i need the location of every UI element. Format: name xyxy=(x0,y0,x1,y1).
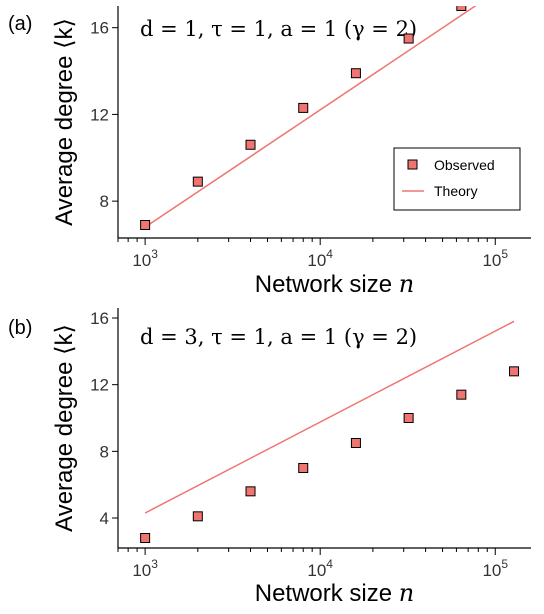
annotation: d = 1, τ = 1, a = 1 (γ = 2) xyxy=(140,17,417,41)
panel-b: 4 8 12 16 103 104 105 Network size n Average deg… xyxy=(8,308,531,607)
observed-point xyxy=(350,68,361,79)
y-axis-title: Average degree ⟨k⟩ xyxy=(51,18,78,226)
observed-point xyxy=(140,533,151,543)
y-axis-title: Average degree ⟨k⟩ xyxy=(51,324,78,532)
x-axis-title: Network size n xyxy=(255,270,415,298)
legend-label-theory: Theory xyxy=(434,183,478,199)
annotation: d = 3, τ = 1, a = 1 (γ = 2) xyxy=(140,325,417,349)
y-tick-label: 8 xyxy=(100,192,109,211)
panel-label: (a) xyxy=(8,13,32,35)
x-tick-label: 103 xyxy=(132,247,158,270)
legend-marker-observed xyxy=(407,159,418,170)
observed-point xyxy=(298,102,309,113)
observed-point xyxy=(456,6,467,11)
x-axis-title: Network size n xyxy=(255,579,415,607)
plot-area xyxy=(140,320,520,543)
y-tick-label: 12 xyxy=(90,105,109,124)
x-tick-label: 104 xyxy=(307,557,333,580)
y-tick-label: 12 xyxy=(90,376,109,395)
y-tick-label: 8 xyxy=(100,442,109,461)
x-tick-label: 103 xyxy=(132,557,158,580)
observed-point xyxy=(140,219,151,230)
observed-point xyxy=(298,463,309,473)
observed-point xyxy=(456,389,467,400)
x-tick-label: 105 xyxy=(482,247,508,270)
legend-box xyxy=(393,147,521,211)
observed-point xyxy=(403,33,414,44)
observed-point xyxy=(192,176,203,187)
observed-point xyxy=(509,366,520,377)
observed-point xyxy=(245,486,256,497)
plot-area xyxy=(140,6,477,230)
y-tick-label: 4 xyxy=(100,509,109,528)
observed-point xyxy=(403,413,414,423)
legend: Observed Theory xyxy=(393,147,521,211)
legend-label-observed: Observed xyxy=(434,157,495,173)
observed-point xyxy=(192,511,203,522)
theory-line xyxy=(144,6,477,228)
observed-point xyxy=(350,438,361,448)
y-tick-label: 16 xyxy=(90,309,109,328)
panel-label: (b) xyxy=(8,317,32,339)
theory-line xyxy=(144,320,515,514)
x-tick-label: 105 xyxy=(482,557,508,580)
observed-point xyxy=(245,139,256,150)
x-tick-label: 104 xyxy=(307,247,333,270)
panel-a: 8 12 16 103 104 105 Network size n Average degr… xyxy=(8,6,531,298)
y-tick-label: 16 xyxy=(90,19,109,38)
